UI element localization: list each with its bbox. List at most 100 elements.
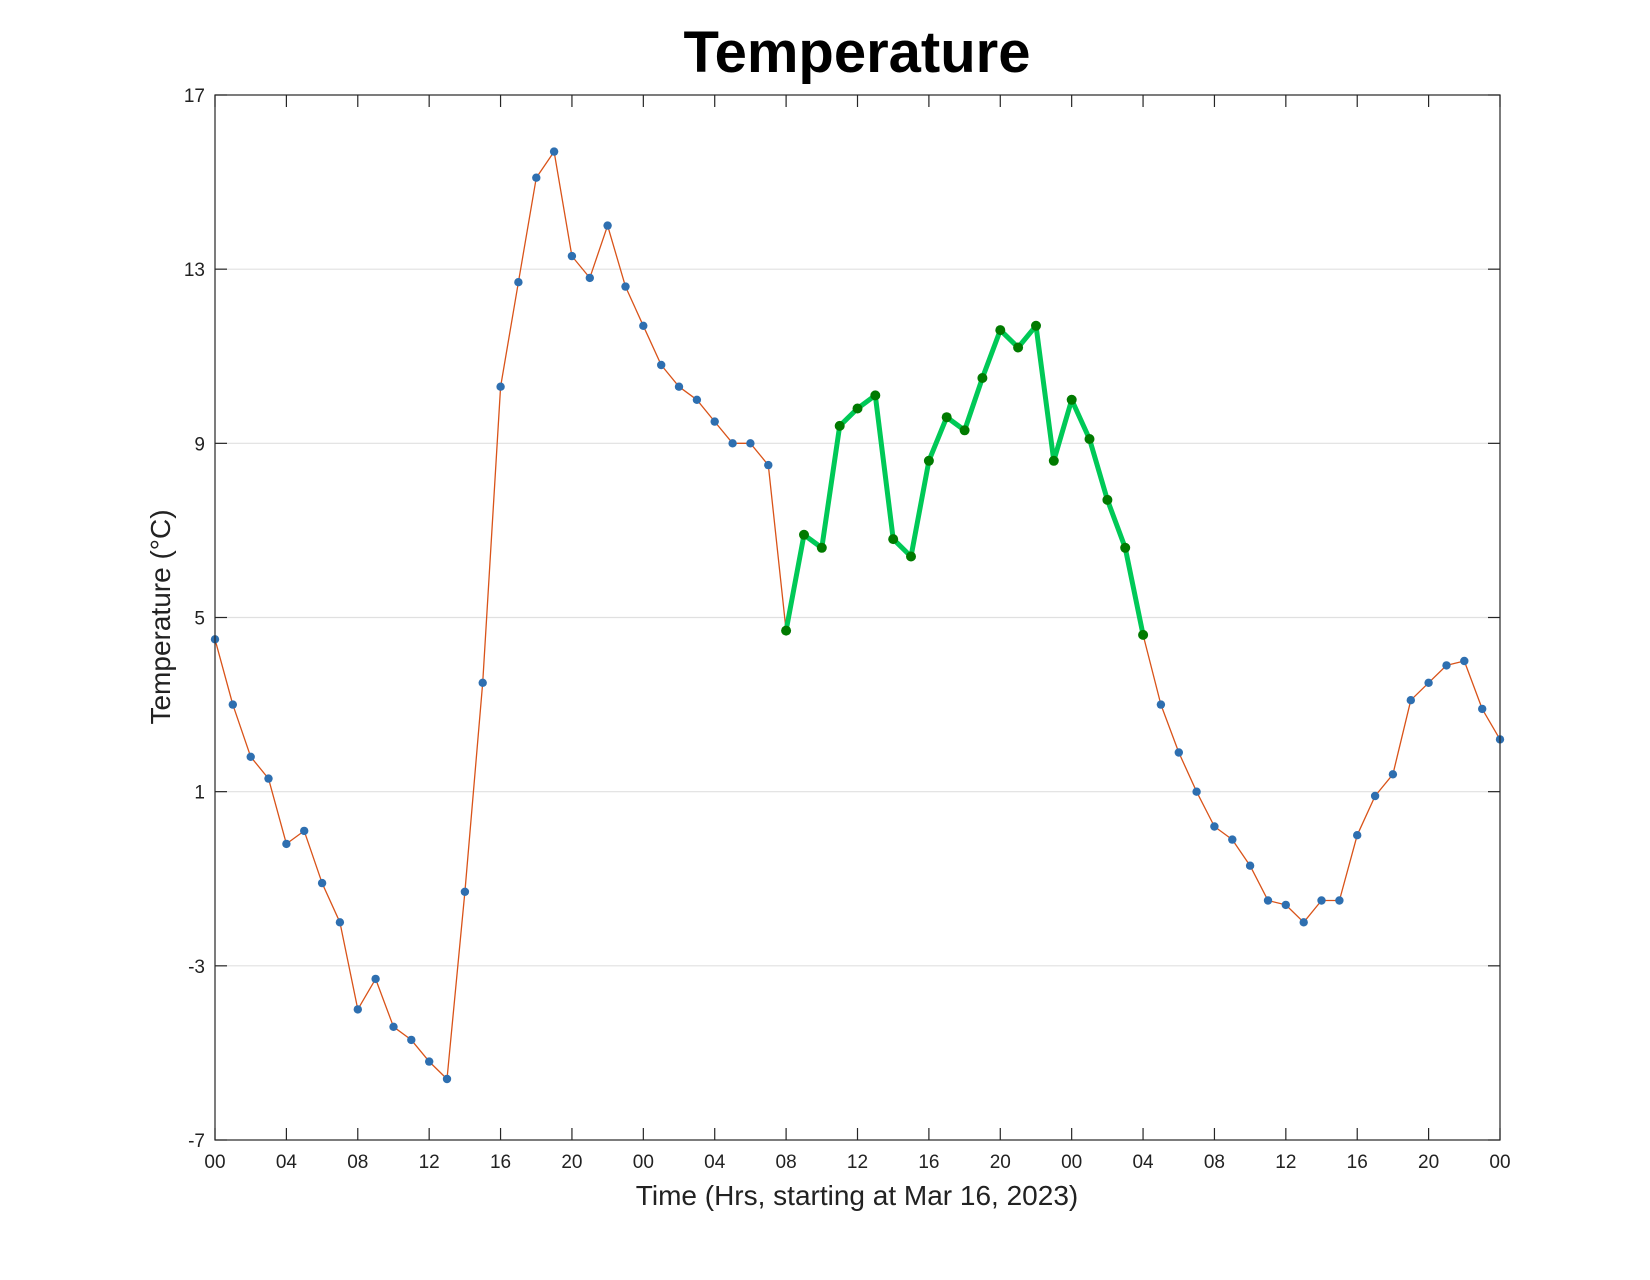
data-point xyxy=(460,887,470,896)
x-axis-label: Time (Hrs, starting at Mar 16, 2023) xyxy=(636,1180,1078,1211)
data-point xyxy=(442,1074,452,1084)
x-tick-label: 12 xyxy=(1275,1152,1296,1173)
x-tick-label: 16 xyxy=(1347,1152,1368,1173)
data-point xyxy=(1174,748,1184,757)
data-point xyxy=(317,878,327,888)
x-tick-label: 04 xyxy=(276,1152,298,1173)
data-point xyxy=(710,417,719,426)
data-point xyxy=(728,439,737,448)
data-point xyxy=(282,839,291,849)
highlighted-data-point xyxy=(941,412,952,423)
data-point xyxy=(264,774,273,783)
data-point xyxy=(603,221,612,230)
highlighted-data-point xyxy=(1013,342,1024,353)
data-point xyxy=(353,1005,362,1014)
data-point xyxy=(514,278,523,287)
highlighted-data-point xyxy=(977,373,988,383)
data-point xyxy=(1478,704,1487,714)
highlighted-data-point xyxy=(1084,434,1095,444)
x-tick-label: 04 xyxy=(704,1152,726,1173)
data-point xyxy=(1460,656,1469,666)
data-point xyxy=(1245,861,1255,870)
data-point xyxy=(692,395,702,404)
chart-title: Temperature xyxy=(683,20,1030,85)
highlighted-data-point xyxy=(1138,629,1149,640)
highlighted-data-point xyxy=(1066,394,1077,405)
data-point xyxy=(585,273,594,283)
data-point xyxy=(389,1022,398,1031)
highlighted-data-point xyxy=(1102,494,1113,505)
y-axis-label: Temperature (°C) xyxy=(145,509,176,724)
data-point xyxy=(639,321,648,330)
data-point xyxy=(407,1035,416,1045)
y-tick-label: 1 xyxy=(194,783,205,804)
x-tick-label: 00 xyxy=(1061,1152,1082,1173)
x-tick-label: 08 xyxy=(776,1152,797,1173)
highlighted-data-point xyxy=(870,390,881,401)
series-markers xyxy=(210,147,1505,1084)
x-tick-label: 20 xyxy=(1418,1152,1439,1173)
data-point xyxy=(496,382,505,391)
highlighted-data-point xyxy=(1120,542,1131,553)
axis-ticks xyxy=(214,94,1501,1141)
data-point xyxy=(1299,918,1308,927)
y-tick-label: 13 xyxy=(184,260,205,281)
x-tick-label: 00 xyxy=(633,1152,654,1173)
data-point xyxy=(764,460,773,470)
highlighted-data-point xyxy=(888,534,899,545)
x-tick-label: 16 xyxy=(490,1152,511,1173)
highlighted-data-point xyxy=(959,425,970,436)
y-tick-label: 9 xyxy=(194,434,205,455)
data-point xyxy=(1442,661,1451,670)
data-point xyxy=(1263,896,1273,905)
highlighted-data-point xyxy=(995,325,1006,336)
highlighted-data-point xyxy=(834,420,845,431)
highlighted-data-point xyxy=(852,403,863,414)
data-point xyxy=(621,282,630,291)
data-point xyxy=(657,360,666,370)
data-point xyxy=(1406,696,1416,705)
x-tick-label: 00 xyxy=(204,1152,225,1173)
x-tick-label: 12 xyxy=(419,1152,440,1173)
data-point xyxy=(1156,700,1166,709)
x-tick-label: 08 xyxy=(347,1152,368,1173)
x-tick-label: 00 xyxy=(1489,1152,1510,1173)
data-point xyxy=(478,678,487,687)
y-tick-labels: -7 -3 1 5 9 13 17 xyxy=(184,86,205,1152)
highlighted-data-point xyxy=(799,529,809,540)
highlighted-data-point xyxy=(1048,455,1059,466)
y-tick-label: -7 xyxy=(188,1131,205,1152)
data-point xyxy=(300,826,309,836)
x-tick-label: 20 xyxy=(561,1152,582,1173)
data-point xyxy=(1353,831,1362,840)
data-point xyxy=(335,918,345,927)
x-tick-labels: 00 04 08 12 16 20 00 04 08 12 16 20 00 04 08 12 16 20 00 xyxy=(204,1152,1510,1173)
data-point xyxy=(1317,896,1326,905)
x-tick-label: 04 xyxy=(1132,1152,1154,1173)
data-point xyxy=(532,173,541,182)
x-tick-label: 08 xyxy=(1204,1152,1225,1173)
y-tick-label: -3 xyxy=(188,957,205,978)
highlighted-data-point xyxy=(816,542,827,553)
highlighted-data-point xyxy=(1031,320,1041,331)
grid-lines xyxy=(215,268,1500,967)
y-tick-label: 5 xyxy=(194,609,205,630)
x-tick-label: 12 xyxy=(847,1152,868,1173)
data-point xyxy=(1388,770,1398,779)
data-point xyxy=(1424,678,1433,687)
data-point xyxy=(1210,822,1219,831)
data-point xyxy=(1192,787,1201,796)
data-point xyxy=(425,1057,434,1066)
data-point xyxy=(228,700,237,709)
data-point xyxy=(1281,900,1291,910)
data-point xyxy=(1370,791,1380,801)
highlighted-data-point xyxy=(781,625,792,636)
data-point xyxy=(1228,835,1237,844)
data-point xyxy=(746,439,755,448)
data-point xyxy=(1335,896,1344,905)
data-point xyxy=(371,974,380,984)
data-point xyxy=(246,752,255,761)
